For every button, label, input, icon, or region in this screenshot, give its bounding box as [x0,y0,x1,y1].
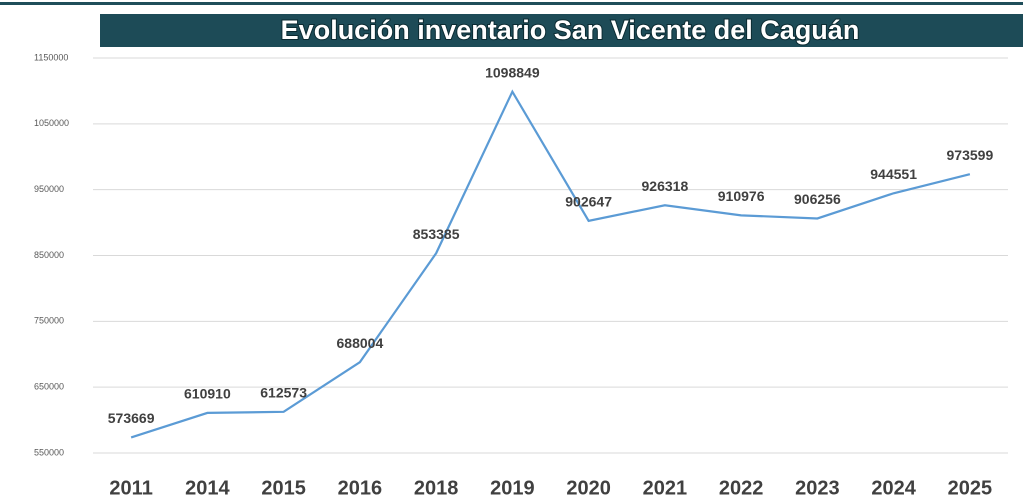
top-rule [0,2,1023,5]
data-label: 1098849 [485,64,540,80]
data-label: 926318 [642,178,689,194]
x-tick-label: 2016 [338,477,383,499]
y-tick-label: 1150000 [34,52,68,62]
data-label: 573669 [108,410,155,426]
x-tick-label: 2024 [871,477,916,499]
data-label: 902647 [565,194,612,210]
x-tick-label: 2018 [414,477,459,499]
x-tick-label: 2025 [948,477,993,499]
data-label: 906256 [794,191,841,207]
data-label: 944551 [870,166,917,182]
y-tick-label: 650000 [34,382,64,392]
x-tick-label: 2011 [109,477,152,499]
x-tick-label: 2020 [566,477,611,499]
x-tick-label: 2014 [185,477,230,499]
x-tick-label: 2023 [795,477,840,499]
x-tick-label: 2019 [490,477,535,499]
y-tick-label: 750000 [34,316,64,326]
data-label: 688004 [337,335,384,351]
data-label: 910976 [718,188,765,204]
title-banner [100,14,1023,47]
y-tick-label: 850000 [34,250,64,260]
data-label: 973599 [947,147,994,163]
x-tick-label: 2022 [719,477,764,499]
y-tick-label: 550000 [34,447,64,457]
y-tick-label: 950000 [34,184,64,194]
y-tick-label: 1050000 [34,118,69,128]
data-label: 610910 [184,386,231,402]
chart-title: Evolución inventario San Vicente del Cag… [281,15,860,45]
x-tick-label: 2021 [643,477,688,499]
line-series [130,89,971,439]
data-label: 612573 [260,385,307,401]
data-label: 853385 [413,226,460,242]
x-tick-label: 2015 [261,477,306,499]
